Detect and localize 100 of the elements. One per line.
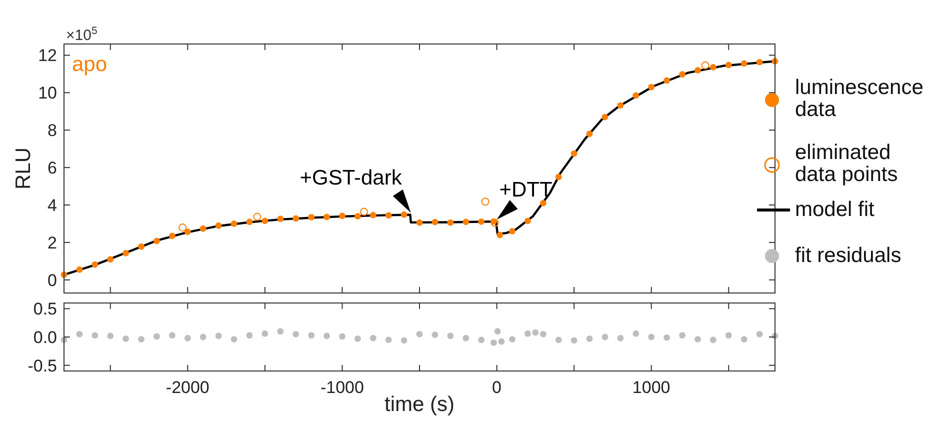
point	[184, 334, 191, 342]
point	[92, 261, 98, 268]
point	[462, 334, 470, 342]
point	[92, 332, 98, 338]
point	[308, 332, 315, 338]
point	[602, 114, 608, 120]
x-tick-label: -2000	[166, 378, 210, 397]
point	[370, 212, 376, 218]
point	[710, 336, 716, 344]
point	[740, 60, 748, 67]
point	[602, 334, 608, 340]
point	[122, 250, 130, 256]
point	[756, 330, 763, 338]
point	[262, 330, 268, 337]
point	[432, 218, 438, 226]
point	[586, 336, 593, 342]
point	[154, 238, 160, 244]
y-tick-label: 4	[48, 196, 57, 216]
annotation: +GST-dark	[300, 166, 402, 190]
y-tick-label: 6	[48, 158, 57, 178]
point	[400, 211, 408, 218]
point	[354, 213, 361, 220]
point	[168, 332, 176, 338]
point	[246, 332, 253, 338]
point	[76, 266, 83, 273]
point	[230, 336, 238, 342]
point	[122, 336, 130, 342]
point	[138, 243, 144, 250]
annotation: +DTT	[499, 178, 552, 202]
point	[725, 332, 732, 338]
y-tick-label: -0.5	[28, 356, 57, 376]
point	[447, 219, 454, 226]
point	[184, 228, 191, 235]
point	[509, 228, 516, 234]
point	[617, 102, 624, 109]
point	[679, 332, 686, 338]
point	[168, 232, 176, 240]
point	[586, 130, 593, 138]
point	[664, 77, 670, 84]
point	[710, 64, 716, 70]
point	[725, 62, 732, 68]
y-tick-label: 0	[48, 270, 57, 290]
point	[230, 220, 238, 227]
point	[664, 334, 670, 341]
point	[246, 218, 253, 226]
y-tick-label: 0.0	[33, 328, 57, 347]
legend-label: luminescence data	[795, 76, 924, 121]
point	[694, 336, 701, 342]
point	[416, 219, 423, 226]
point	[107, 256, 114, 262]
x-tick-label: 0	[492, 378, 502, 397]
point	[324, 214, 330, 220]
point	[540, 200, 546, 206]
point	[481, 198, 490, 206]
point	[178, 223, 187, 232]
point	[76, 330, 83, 338]
point	[262, 218, 268, 224]
point	[370, 334, 376, 342]
y-tick-label: 2	[48, 233, 57, 252]
point	[570, 337, 578, 344]
point	[339, 212, 346, 220]
x-tick-label: -1000	[320, 378, 364, 397]
point	[215, 332, 222, 340]
legend-label: fit residuals	[795, 244, 902, 267]
annotation: apo	[72, 53, 108, 76]
point	[478, 218, 485, 225]
point	[400, 337, 408, 344]
point	[494, 328, 501, 335]
point	[701, 61, 710, 70]
x-tick-label: 1000	[632, 378, 670, 397]
point	[154, 333, 160, 340]
point	[648, 84, 655, 90]
y-axis-title: RLU	[12, 147, 35, 190]
point	[540, 330, 546, 338]
y-tick-label: 12	[38, 46, 57, 66]
point	[447, 332, 454, 340]
y-tick-label: 0.5	[33, 300, 57, 319]
point	[292, 330, 300, 338]
point	[478, 336, 485, 344]
legend-label: eliminated data points	[795, 141, 898, 186]
text: ×10$^{5}$	[66, 25, 98, 44]
point	[498, 338, 505, 345]
point	[215, 222, 222, 229]
x-axis-title: time (s)	[384, 393, 454, 416]
point	[496, 232, 504, 238]
point	[277, 216, 284, 222]
point	[324, 332, 330, 340]
y-tick-label: 8	[48, 121, 57, 140]
point	[107, 332, 114, 340]
point	[694, 67, 701, 74]
point	[200, 225, 206, 232]
point	[339, 333, 346, 340]
point	[462, 218, 470, 226]
point	[524, 218, 531, 224]
point	[292, 215, 300, 222]
point	[524, 330, 531, 337]
point	[756, 58, 763, 66]
point	[138, 336, 144, 342]
y-tick-label: 10	[38, 84, 57, 103]
point	[416, 330, 423, 338]
